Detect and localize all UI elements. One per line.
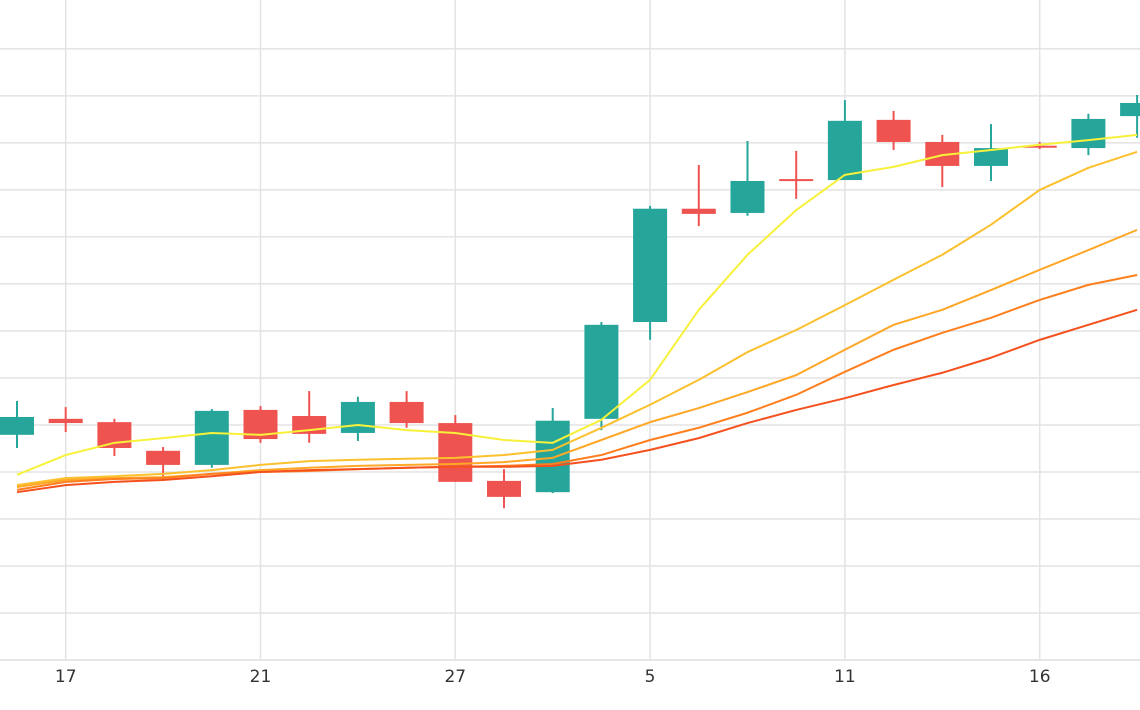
candle-body xyxy=(0,416,34,435)
candle-body xyxy=(827,120,862,181)
moving-average-line xyxy=(16,150,1138,487)
candle-body xyxy=(97,422,132,448)
candle-body xyxy=(389,401,424,424)
x-tick-label: 5 xyxy=(645,667,656,687)
candle-body xyxy=(535,420,570,493)
candle-body xyxy=(876,119,911,142)
candle-body xyxy=(1071,118,1106,149)
moving-average-line xyxy=(16,274,1138,491)
candle-body xyxy=(681,208,716,214)
candle-body xyxy=(1022,145,1057,148)
candle-body xyxy=(487,480,521,497)
moving-average-line xyxy=(16,133,1138,476)
x-tick-label: 27 xyxy=(444,667,466,687)
candle-body xyxy=(194,410,229,465)
x-tick-label: 17 xyxy=(55,667,77,687)
candle-body xyxy=(925,141,960,166)
x-tick-label: 11 xyxy=(834,667,856,687)
candle-body xyxy=(584,324,619,419)
candle-body xyxy=(779,179,814,182)
candle-body xyxy=(730,180,765,213)
x-tick-label: 16 xyxy=(1029,667,1051,687)
x-tick-label: 21 xyxy=(250,667,272,687)
moving-average-line xyxy=(16,228,1138,488)
candle-body xyxy=(974,148,1008,166)
candle-body xyxy=(146,450,181,465)
candle-body xyxy=(1120,102,1140,117)
candle-body xyxy=(340,401,375,433)
candle-body xyxy=(48,418,83,424)
candle-body xyxy=(633,208,668,323)
moving-average-line xyxy=(16,308,1138,494)
